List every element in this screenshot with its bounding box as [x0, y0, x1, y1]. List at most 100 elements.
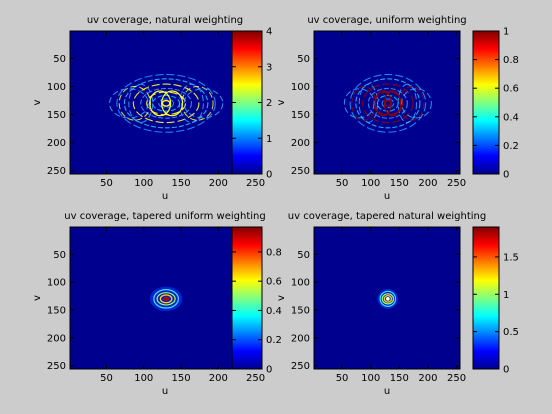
colorbar-tick-label: 1 [266, 134, 272, 145]
x-tick-label: 250 [246, 373, 265, 384]
uv-track [146, 91, 187, 116]
y-tick-label: 50 [297, 54, 310, 65]
subplot-3: 50 100 150 200 250 50 100 150 200 250 uv coverage,… [32, 211, 282, 397]
y-tick-label: 150 [291, 110, 310, 121]
x-tick-label: 250 [246, 178, 265, 189]
uv-track [349, 73, 427, 133]
colorbar: 0 1 2 3 4 [231, 27, 272, 181]
x-tick-label: 50 [336, 373, 349, 384]
colorbar-tick-label: 0.5 [503, 327, 519, 338]
colorbar: 0 0.2 0.4 0.6 0.8 1 [472, 27, 519, 181]
uv-track-inner [161, 90, 184, 117]
chart-title: uv coverage, uniform weighting [307, 15, 466, 26]
y-axis-label: v [276, 99, 287, 105]
heatmap-image [70, 31, 260, 174]
y-tick-label: 50 [297, 250, 310, 261]
x-tick-label: 100 [361, 178, 380, 189]
heatmap-image [314, 31, 460, 174]
colorbar-gradient [472, 30, 500, 175]
colorbar-tick-label: 0.8 [266, 247, 282, 258]
subplot-4: 50 100 150 200 250 50 100 150 200 250 uv coverage,… [276, 211, 519, 397]
uv-track-lobe [401, 88, 432, 119]
colorbar-gradient [231, 30, 263, 175]
y-tick-label: 50 [53, 250, 66, 261]
uv-track [379, 290, 397, 307]
y-tick-label: 250 [47, 166, 66, 177]
colorbar-tick-label: 1.5 [503, 252, 519, 263]
uv-track [372, 91, 404, 116]
colorbar: 0 0.2 0.4 0.6 0.8 [231, 226, 282, 376]
y-tick-label: 250 [291, 361, 310, 372]
y-axis-label: v [276, 295, 287, 301]
uv-track-lobe [181, 86, 214, 121]
y-tick-label: 250 [291, 166, 310, 177]
y-tick-label: 100 [47, 82, 66, 93]
uv-track [367, 87, 408, 119]
uv-track-lobe [343, 88, 375, 119]
uv-track-inner [149, 90, 172, 117]
uv-track-lobe [179, 83, 204, 123]
y-tick-label: 100 [47, 278, 66, 289]
x-tick-label: 100 [134, 373, 153, 384]
y-axis-label: v [32, 99, 43, 105]
colorbar-tick-label: 0.2 [503, 141, 519, 152]
y-tick-label: 100 [291, 278, 310, 289]
y-tick-label: 200 [47, 333, 66, 344]
uv-coverage-pattern [343, 73, 432, 133]
axes-frame [313, 30, 461, 175]
x-axis-label: u [162, 191, 168, 202]
uv-coverage-pattern [377, 288, 399, 309]
x-axis-label: u [384, 191, 390, 202]
x-tick-label: 150 [390, 373, 409, 384]
x-tick-label: 200 [209, 178, 228, 189]
y-tick-label: 250 [47, 361, 66, 372]
x-tick-label: 150 [171, 178, 190, 189]
y-tick-label: 150 [47, 110, 66, 121]
uv-track [158, 98, 175, 109]
uv-track-core [161, 99, 171, 107]
colorbar-tick-label: 3 [266, 62, 272, 73]
uv-track-lobe [183, 88, 224, 119]
uv-track [381, 293, 395, 305]
colorbar-tick-label: 0.4 [266, 306, 282, 317]
uv-track-lobe [108, 88, 149, 119]
chart-title: uv coverage, natural weighting [87, 15, 243, 26]
colorbar-tick-label: 0 [503, 365, 509, 376]
x-tick-label: 150 [171, 373, 190, 384]
uv-track [159, 294, 173, 304]
uv-track-lobe [128, 83, 154, 123]
x-tick-label: 250 [447, 373, 466, 384]
uv-coverage-pattern [108, 73, 224, 133]
uv-track-lobe [397, 83, 417, 123]
x-tick-label: 50 [100, 373, 113, 384]
peak-core [163, 296, 170, 302]
x-tick-label: 100 [361, 373, 380, 384]
x-tick-label: 100 [134, 178, 153, 189]
colorbar-tick-label: 0.4 [503, 112, 519, 123]
subplot-2: 50 100 150 200 250 50 100 150 200 250 uv coverage,… [276, 15, 519, 202]
colorbar-tick-label: 4 [266, 27, 272, 38]
colorbar-tick-label: 0.6 [503, 84, 519, 95]
y-tick-label: 150 [47, 305, 66, 316]
x-axis-label: u [384, 386, 390, 397]
axes-frame [313, 226, 461, 370]
uv-track [355, 78, 421, 129]
peak-core [386, 297, 390, 301]
colorbar-tick-label: 1 [503, 27, 509, 38]
colorbar-tick-label: 0 [503, 170, 509, 181]
colorbar-tick-label: 0 [266, 365, 272, 376]
y-tick-label: 100 [291, 82, 310, 93]
uv-track [153, 289, 180, 309]
uv-track-core [384, 99, 392, 107]
uv-track [381, 98, 395, 109]
x-tick-label: 150 [390, 178, 409, 189]
colorbar-tick-label: 2 [266, 98, 272, 109]
uv-track [116, 73, 216, 133]
colorbar-tick-label: 0.6 [266, 277, 282, 288]
uv-track [140, 87, 193, 119]
colorbar: 0 0.5 1 1.5 [472, 226, 519, 376]
uv-track [132, 83, 200, 124]
y-tick-label: 200 [47, 138, 66, 149]
x-tick-label: 200 [418, 178, 437, 189]
